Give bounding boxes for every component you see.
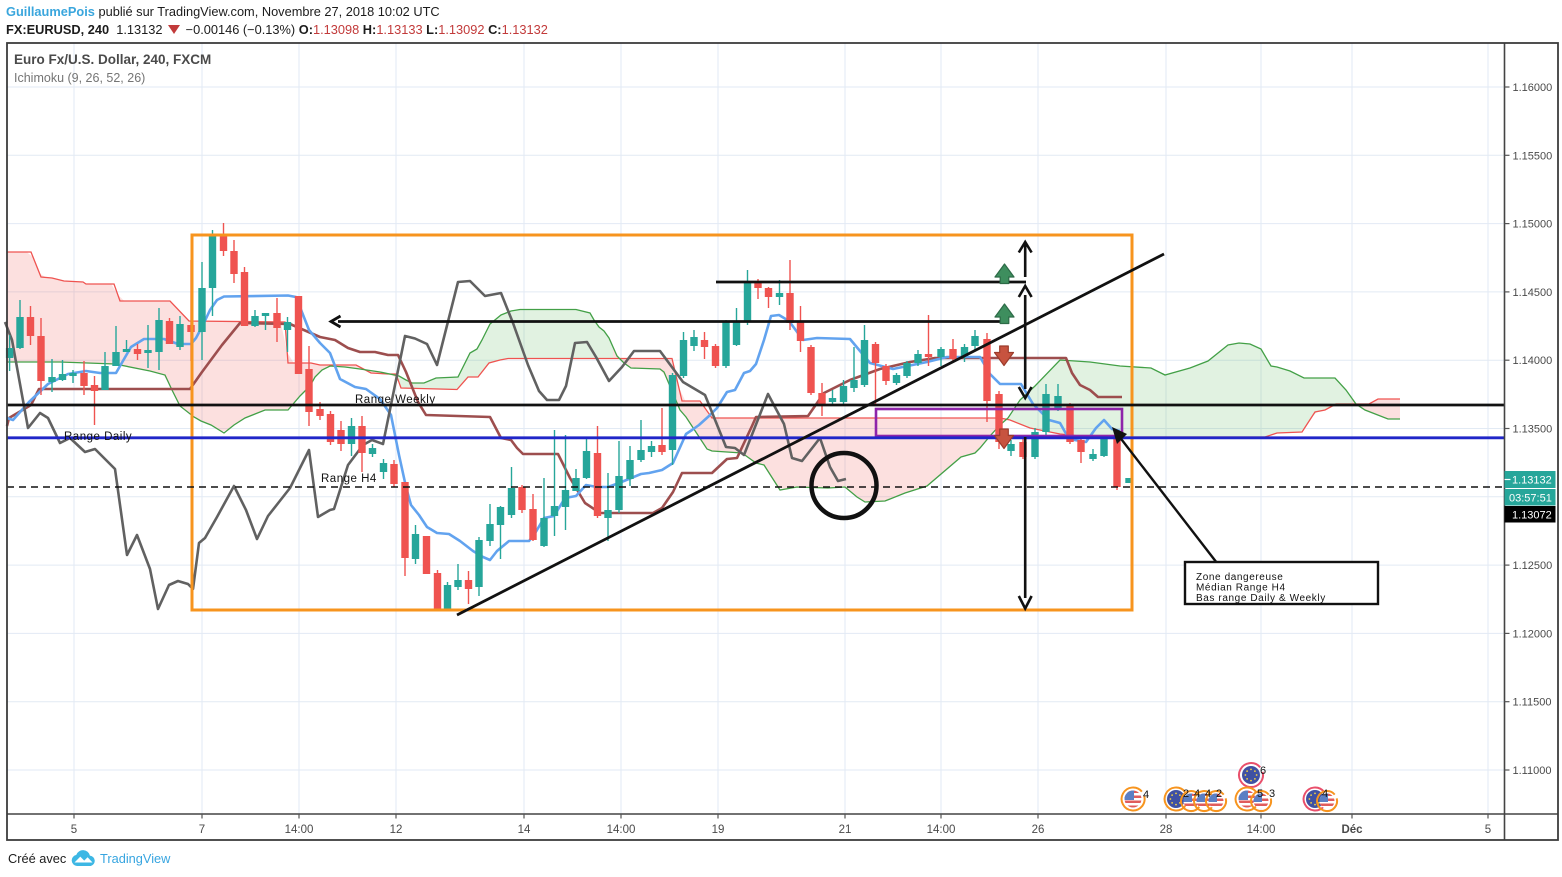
svg-text:4: 4 (1322, 788, 1328, 800)
svg-text:Range H4: Range H4 (321, 473, 377, 485)
svg-text:Ichimoku (9, 26, 52, 26): Ichimoku (9, 26, 52, 26) (14, 71, 145, 85)
svg-text:4: 4 (1143, 789, 1149, 801)
svg-text:Range Daily: Range Daily (64, 431, 132, 443)
svg-text:Euro Fx/U.S. Dollar, 240, FXCM: Euro Fx/U.S. Dollar, 240, FXCM (14, 52, 211, 67)
svg-text:2: 2 (1183, 788, 1189, 800)
svg-text:14:00: 14:00 (607, 824, 636, 836)
svg-text:2: 2 (1216, 788, 1222, 800)
svg-text:1.15500: 1.15500 (1513, 150, 1553, 162)
svg-text:19: 19 (712, 824, 725, 836)
svg-text:5: 5 (1257, 788, 1263, 800)
svg-text:3: 3 (1269, 788, 1275, 800)
svg-text:28: 28 (1160, 824, 1173, 836)
svg-text:1.13132: 1.13132 (1512, 475, 1552, 487)
svg-text:14:00: 14:00 (285, 824, 314, 836)
svg-text:1.14000: 1.14000 (1513, 355, 1553, 367)
svg-text:Range Weekly: Range Weekly (355, 394, 436, 406)
svg-text:1.14500: 1.14500 (1513, 287, 1553, 299)
svg-text:Zone dangereuse: Zone dangereuse (1196, 572, 1283, 583)
svg-text:Bas range Daily & Weekly: Bas range Daily & Weekly (1196, 593, 1326, 604)
svg-text:5: 5 (1485, 824, 1491, 836)
svg-text:1.16000: 1.16000 (1513, 82, 1553, 94)
svg-text:Déc: Déc (1341, 824, 1363, 836)
svg-text:26: 26 (1032, 824, 1045, 836)
svg-text:1.11000: 1.11000 (1513, 765, 1552, 777)
svg-text:14: 14 (518, 824, 531, 836)
svg-text:Médian Range H4: Médian Range H4 (1196, 583, 1286, 594)
svg-text:1.11500: 1.11500 (1513, 697, 1552, 709)
svg-text:5: 5 (71, 824, 77, 836)
svg-text:1.13072: 1.13072 (1512, 510, 1552, 522)
svg-text:21: 21 (839, 824, 852, 836)
svg-text:1.15000: 1.15000 (1513, 219, 1553, 231)
svg-text:6: 6 (1260, 765, 1266, 777)
svg-text:03:57:51: 03:57:51 (1509, 493, 1552, 505)
svg-text:14:00: 14:00 (927, 824, 956, 836)
svg-text:14:00: 14:00 (1247, 824, 1276, 836)
svg-text:12: 12 (390, 824, 403, 836)
svg-text:1.12000: 1.12000 (1513, 628, 1553, 640)
svg-text:4: 4 (1194, 788, 1200, 800)
svg-text:1.13500: 1.13500 (1513, 424, 1553, 436)
svg-text:1.12500: 1.12500 (1513, 560, 1553, 572)
svg-text:7: 7 (199, 824, 205, 836)
svg-text:4: 4 (1205, 788, 1211, 800)
